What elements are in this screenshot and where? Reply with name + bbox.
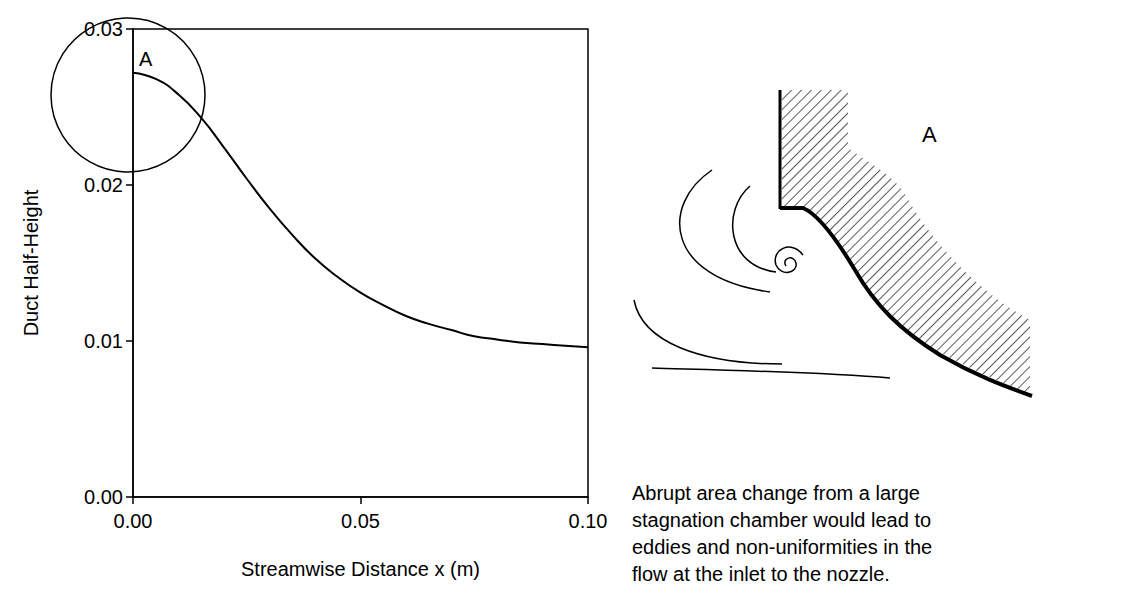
svg-text:Streamwise Distance x (m): Streamwise Distance x (m) xyxy=(241,558,480,580)
svg-text:A: A xyxy=(922,122,937,147)
svg-text:0.00: 0.00 xyxy=(84,486,123,508)
svg-text:0.03: 0.03 xyxy=(84,18,123,40)
svg-text:0.05: 0.05 xyxy=(341,510,380,532)
svg-text:stagnation chamber would lead: stagnation chamber would lead to xyxy=(632,509,931,531)
svg-text:0.10: 0.10 xyxy=(569,510,608,532)
svg-text:A: A xyxy=(139,48,153,70)
svg-text:Duct Half-Height: Duct Half-Height xyxy=(20,189,42,336)
svg-text:0.00: 0.00 xyxy=(114,510,153,532)
svg-text:eddies and non-uniformities in: eddies and non-uniformities in the xyxy=(632,536,932,558)
svg-text:0.02: 0.02 xyxy=(84,174,123,196)
svg-text:Abrupt area change from a larg: Abrupt area change from a large xyxy=(632,482,920,504)
svg-text:0.01: 0.01 xyxy=(84,330,123,352)
svg-text:flow at the inlet to the nozzl: flow at the inlet to the nozzle. xyxy=(632,563,890,585)
